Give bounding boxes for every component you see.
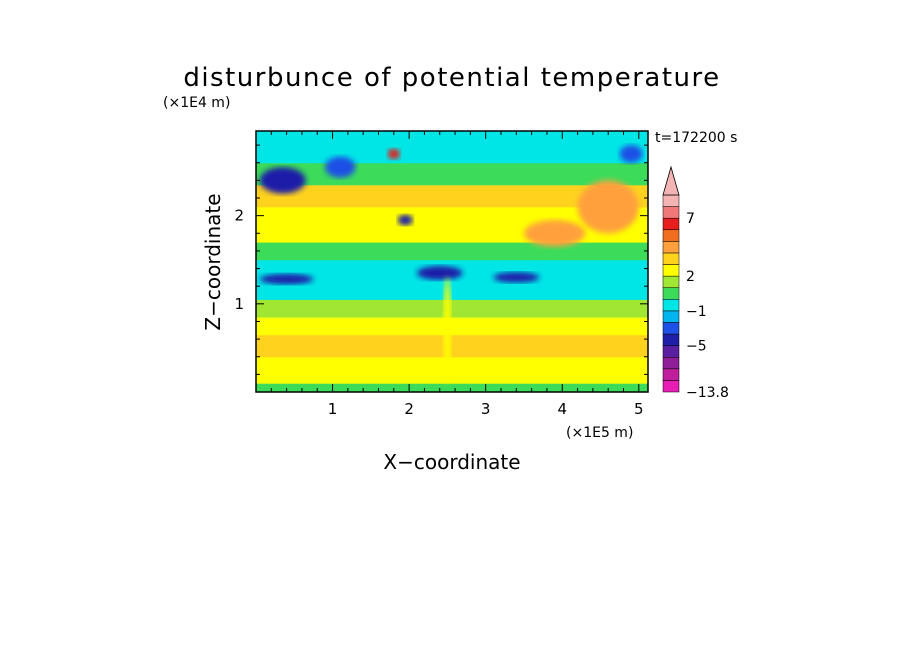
colorbar-label: 7 bbox=[686, 211, 695, 227]
contour-field bbox=[256, 131, 648, 392]
x-tick-label: 5 bbox=[634, 400, 644, 418]
colorbar-label: −5 bbox=[686, 339, 707, 355]
field-anomaly bbox=[416, 265, 463, 281]
colorbar-band bbox=[662, 299, 680, 312]
colorbar-band bbox=[662, 275, 680, 288]
field-anomaly bbox=[443, 277, 452, 384]
field-anomaly bbox=[324, 156, 356, 178]
field-anomaly bbox=[259, 167, 306, 194]
colorbar-band bbox=[662, 368, 680, 381]
field-layer bbox=[256, 334, 648, 358]
chart-title: disturbunce of potential temperature bbox=[183, 63, 720, 93]
field-layer bbox=[256, 131, 648, 164]
field-anomaly bbox=[493, 272, 540, 283]
x-tick-label: 2 bbox=[404, 400, 414, 418]
field-anomaly bbox=[523, 220, 586, 247]
x-tick-label: 4 bbox=[557, 400, 567, 418]
y-tick-label: 1 bbox=[234, 295, 244, 313]
colorbar-band bbox=[662, 356, 680, 370]
colorbar-label: −13.8 bbox=[686, 385, 729, 401]
x-tick-label: 1 bbox=[328, 400, 338, 418]
field-layer bbox=[256, 259, 648, 300]
x-axis-label: X−coordinate bbox=[383, 450, 520, 474]
colorbar-band bbox=[662, 241, 680, 254]
colorbar-band bbox=[662, 345, 680, 358]
colorbar-band bbox=[662, 194, 680, 207]
field-anomaly bbox=[259, 273, 314, 285]
colorbar-band bbox=[662, 380, 680, 393]
x-tick-label: 3 bbox=[481, 400, 491, 418]
field-layer bbox=[256, 242, 648, 261]
time-label: t=172200 s bbox=[655, 130, 737, 146]
colorbar-band bbox=[662, 310, 680, 323]
field-layer bbox=[256, 184, 648, 208]
colorbar-band bbox=[662, 322, 680, 335]
field-anomaly bbox=[387, 148, 400, 160]
colorbar-label: 2 bbox=[686, 269, 695, 285]
y-tick-label: 2 bbox=[234, 207, 244, 225]
field-layer bbox=[256, 356, 648, 384]
field-anomaly bbox=[577, 180, 639, 234]
colorbar-label: −1 bbox=[686, 304, 707, 320]
field-layer bbox=[256, 162, 648, 186]
x-scale-label: (×1E5 m) bbox=[566, 425, 633, 441]
colorbar-band bbox=[662, 217, 680, 231]
colorbar-band bbox=[662, 333, 680, 346]
colorbar-band bbox=[662, 229, 680, 242]
colorbar-band bbox=[662, 252, 680, 265]
field-layer bbox=[256, 317, 648, 336]
plot-frame bbox=[255, 130, 649, 393]
colorbar-max-arrow bbox=[662, 165, 680, 196]
y-scale-label: (×1E4 m) bbox=[163, 95, 230, 111]
field-layer bbox=[256, 383, 648, 392]
field-layer bbox=[256, 299, 648, 318]
y-axis-label: Z−coordinate bbox=[201, 193, 225, 330]
colorbar-band bbox=[662, 264, 680, 277]
colorbar-band bbox=[662, 287, 680, 300]
field-anomaly bbox=[397, 214, 413, 226]
y-axis: 12 bbox=[234, 144, 648, 375]
colorbar-band bbox=[662, 206, 680, 219]
colorbar: 7 2 −1 −5 −13.8 bbox=[662, 165, 729, 401]
field-anomaly bbox=[619, 145, 643, 163]
x-axis: 1 2 3 4 5 bbox=[270, 131, 644, 418]
